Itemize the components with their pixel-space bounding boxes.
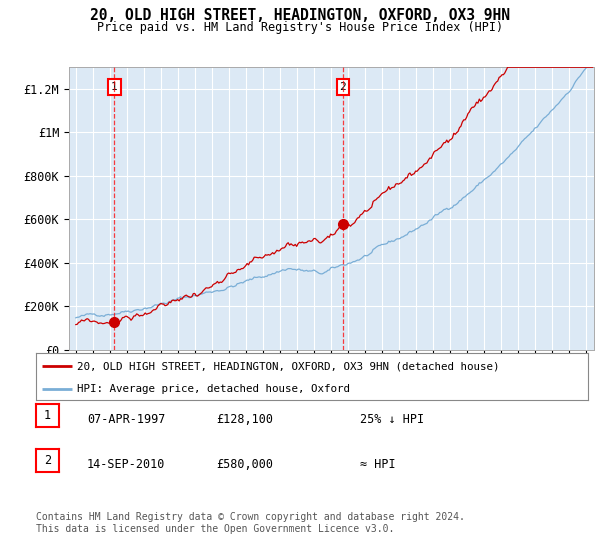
Text: 25% ↓ HPI: 25% ↓ HPI [360, 413, 424, 426]
Text: 14-SEP-2010: 14-SEP-2010 [87, 458, 166, 471]
Text: Price paid vs. HM Land Registry's House Price Index (HPI): Price paid vs. HM Land Registry's House … [97, 21, 503, 34]
Text: 1: 1 [111, 82, 118, 92]
Text: 1: 1 [44, 409, 51, 422]
Text: Contains HM Land Registry data © Crown copyright and database right 2024.
This d: Contains HM Land Registry data © Crown c… [36, 512, 465, 534]
Text: ≈ HPI: ≈ HPI [360, 458, 395, 471]
Text: £580,000: £580,000 [216, 458, 273, 471]
Text: 2: 2 [44, 454, 51, 467]
Text: 20, OLD HIGH STREET, HEADINGTON, OXFORD, OX3 9HN: 20, OLD HIGH STREET, HEADINGTON, OXFORD,… [90, 8, 510, 24]
Text: 07-APR-1997: 07-APR-1997 [87, 413, 166, 426]
Text: 2: 2 [340, 82, 346, 92]
Text: £128,100: £128,100 [216, 413, 273, 426]
Text: HPI: Average price, detached house, Oxford: HPI: Average price, detached house, Oxfo… [77, 384, 350, 394]
Text: 20, OLD HIGH STREET, HEADINGTON, OXFORD, OX3 9HN (detached house): 20, OLD HIGH STREET, HEADINGTON, OXFORD,… [77, 361, 500, 371]
